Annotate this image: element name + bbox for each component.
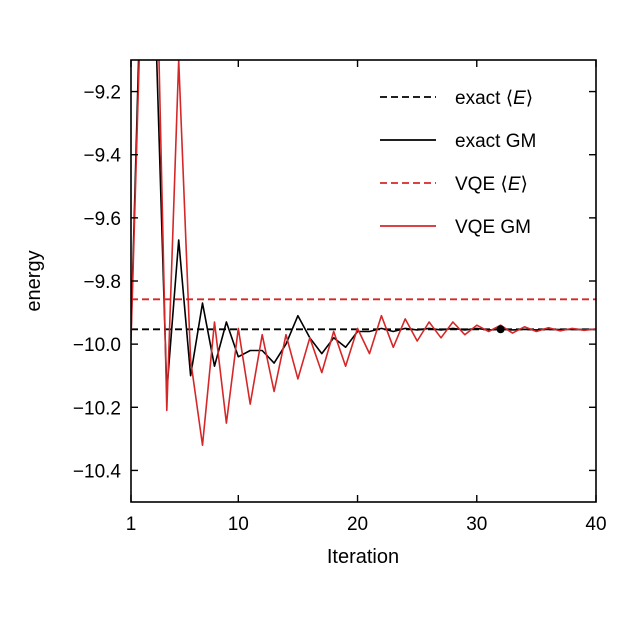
- y-tick-label-4: −10.0: [73, 335, 121, 356]
- legend-label-1: exact GM: [455, 131, 536, 152]
- y-axis-label: energy: [23, 250, 45, 311]
- legend: exact ⟨E⟩ exact GM VQE ⟨E⟩ VQE GM: [380, 88, 536, 238]
- legend-label-3: VQE GM: [455, 217, 531, 238]
- x-tick-label-3: 30: [466, 514, 487, 535]
- tick-layer: 1 10 20 30 40 −9.2 −9.4 −9.6 −9.8 −10.0 −10.2 −10.4: [73, 60, 607, 535]
- x-tick-label-4: 40: [585, 514, 606, 535]
- x-tick-label-1: 10: [228, 514, 249, 535]
- series-layer: [131, 60, 596, 447]
- legend-label-0: exact ⟨E⟩: [455, 88, 533, 109]
- highlight-point-marker: [496, 325, 505, 334]
- marker-layer: [496, 325, 505, 334]
- series-1-line: [131, 60, 596, 393]
- y-tick-label-0: −9.2: [83, 83, 121, 104]
- legend-label-2: VQE ⟨E⟩: [455, 174, 528, 195]
- y-tick-label-5: −10.2: [73, 398, 121, 419]
- y-tick-label-1: −9.4: [83, 146, 121, 167]
- x-tick-label-0: 1: [126, 514, 137, 535]
- y-tick-label-6: −10.4: [73, 461, 122, 482]
- y-tick-label-3: −9.8: [83, 272, 121, 293]
- y-tick-label-2: −9.6: [83, 209, 121, 230]
- series-3-line: [131, 60, 596, 447]
- x-axis-label: Iteration: [327, 546, 399, 568]
- x-tick-label-2: 20: [347, 514, 368, 535]
